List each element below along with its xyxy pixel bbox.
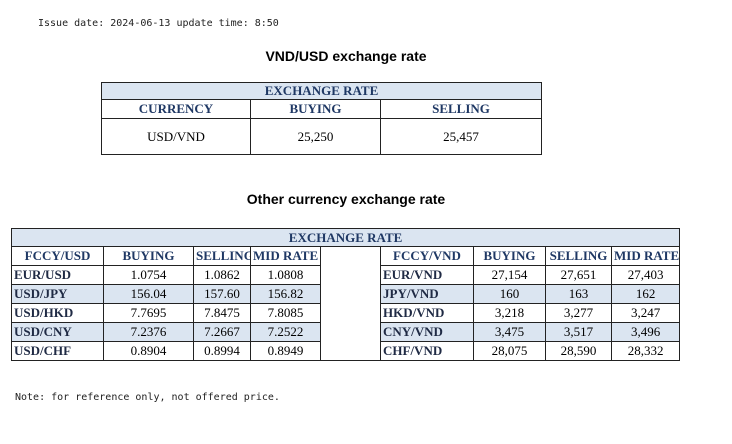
rate: 28,332: [610, 341, 681, 361]
usd-title: VND/USD exchange rate: [265, 48, 427, 64]
currency-pair: EUR/VND: [380, 265, 474, 285]
rate: 27,154: [473, 265, 546, 285]
currency-pair: CHF/VND: [380, 341, 474, 361]
column-header: FCCY/VND: [380, 246, 474, 266]
rate: 3,277: [545, 303, 612, 323]
rate: 7.2522: [250, 322, 321, 342]
rate: 156.04: [103, 284, 194, 304]
rate: 156.82: [250, 284, 321, 304]
column-header: FCCY/USD: [11, 246, 104, 266]
rate: 0.8949: [250, 341, 321, 361]
rate: 27,403: [610, 265, 681, 285]
rate: USD/VND: [101, 118, 251, 155]
column-header: CURRENCY: [101, 99, 251, 119]
rate: 0.8904: [103, 341, 194, 361]
column-header: SELLING: [379, 99, 543, 119]
currency-pair: EUR/USD: [11, 265, 104, 285]
rate: 1.0808: [250, 265, 321, 285]
rate: 1.0862: [193, 265, 251, 285]
rate: 28,590: [545, 341, 612, 361]
rate: 27,651: [545, 265, 612, 285]
currency-pair: USD/CHF: [11, 341, 104, 361]
column-header: SELLING: [545, 246, 612, 266]
data-row: USD/VND 25,250 25,457: [101, 118, 543, 155]
rate: 7.7695: [103, 303, 194, 323]
other-table: EXCHANGE RATE FCCY/USD BUYING SELLING MID RA…: [10, 228, 681, 361]
usd-table: EXCHANGE RATE CURRENCY BUYING SELLING USD/VN…: [100, 82, 543, 155]
column-header: SELLING: [193, 246, 251, 266]
column-header: MID RATE: [610, 246, 681, 266]
rate: 7.8475: [193, 303, 251, 323]
column-header-row: CURRENCY BUYING SELLING: [101, 99, 543, 119]
heading: EXCHANGE RATE: [100, 82, 543, 100]
column-header: BUYING: [250, 99, 381, 119]
rate: 1.0754: [103, 265, 194, 285]
rate: 163: [545, 284, 612, 304]
column-header: BUYING: [473, 246, 546, 266]
currency-pair: HKD/VND: [380, 303, 474, 323]
rate: 7.2376: [103, 322, 194, 342]
currency-pair: USD/HKD: [11, 303, 104, 323]
heading: EXCHANGE RATE: [10, 228, 681, 247]
rate: 3,218: [473, 303, 546, 323]
currency-pair: USD/CNY: [11, 322, 104, 342]
data-row: USD/CHF 0.8904 0.8994 0.8949 CHF/VND 28,075 28…: [11, 341, 681, 361]
rate: 25,250: [250, 118, 381, 155]
separator: [320, 246, 381, 361]
rate: 7.2667: [193, 322, 251, 342]
column-header: BUYING: [103, 246, 194, 266]
rate: 0.8994: [193, 341, 251, 361]
data-row: USD/CNY 7.2376 7.2667 7.2522 CNY/VND 3,475 3,5…: [11, 322, 681, 342]
currency-pair: CNY/VND: [380, 322, 474, 342]
column-header-row: FCCY/USD BUYING SELLING MID RATE FCCY/VND BUY…: [11, 246, 681, 361]
rate: 160: [473, 284, 546, 304]
rate: 157.60: [193, 284, 251, 304]
note: Note: for reference only, not offered pr…: [15, 392, 280, 403]
column-header: MID RATE: [250, 246, 321, 266]
rate: 7.8085: [250, 303, 321, 323]
heading-row: EXCHANGE RATE: [10, 228, 681, 247]
rate: 28,075: [473, 341, 546, 361]
currency-pair: JPY/VND: [380, 284, 474, 304]
rate: 3,496: [610, 322, 681, 342]
rate: 3,475: [473, 322, 546, 342]
heading-row: EXCHANGE RATE: [100, 82, 543, 100]
rate: 3,517: [545, 322, 612, 342]
data-row: USD/JPY 156.04 157.60 156.82 JPY/VND 160 163 16…: [11, 284, 681, 304]
rate: 3,247: [610, 303, 681, 323]
other-title: Other currency exchange rate: [246, 191, 446, 207]
rate: 162: [610, 284, 681, 304]
issue-date: Issue date: 2024-06-13 update time: 8:50: [38, 18, 279, 29]
data-row: USD/HKD 7.7695 7.8475 7.8085 HKD/VND 3,218 3,2…: [11, 303, 681, 323]
rate: 25,457: [379, 118, 543, 155]
data-row: EUR/USD 1.0754 1.0862 1.0808 EUR/VND 27,154 27…: [11, 265, 681, 285]
currency-pair: USD/JPY: [11, 284, 104, 304]
